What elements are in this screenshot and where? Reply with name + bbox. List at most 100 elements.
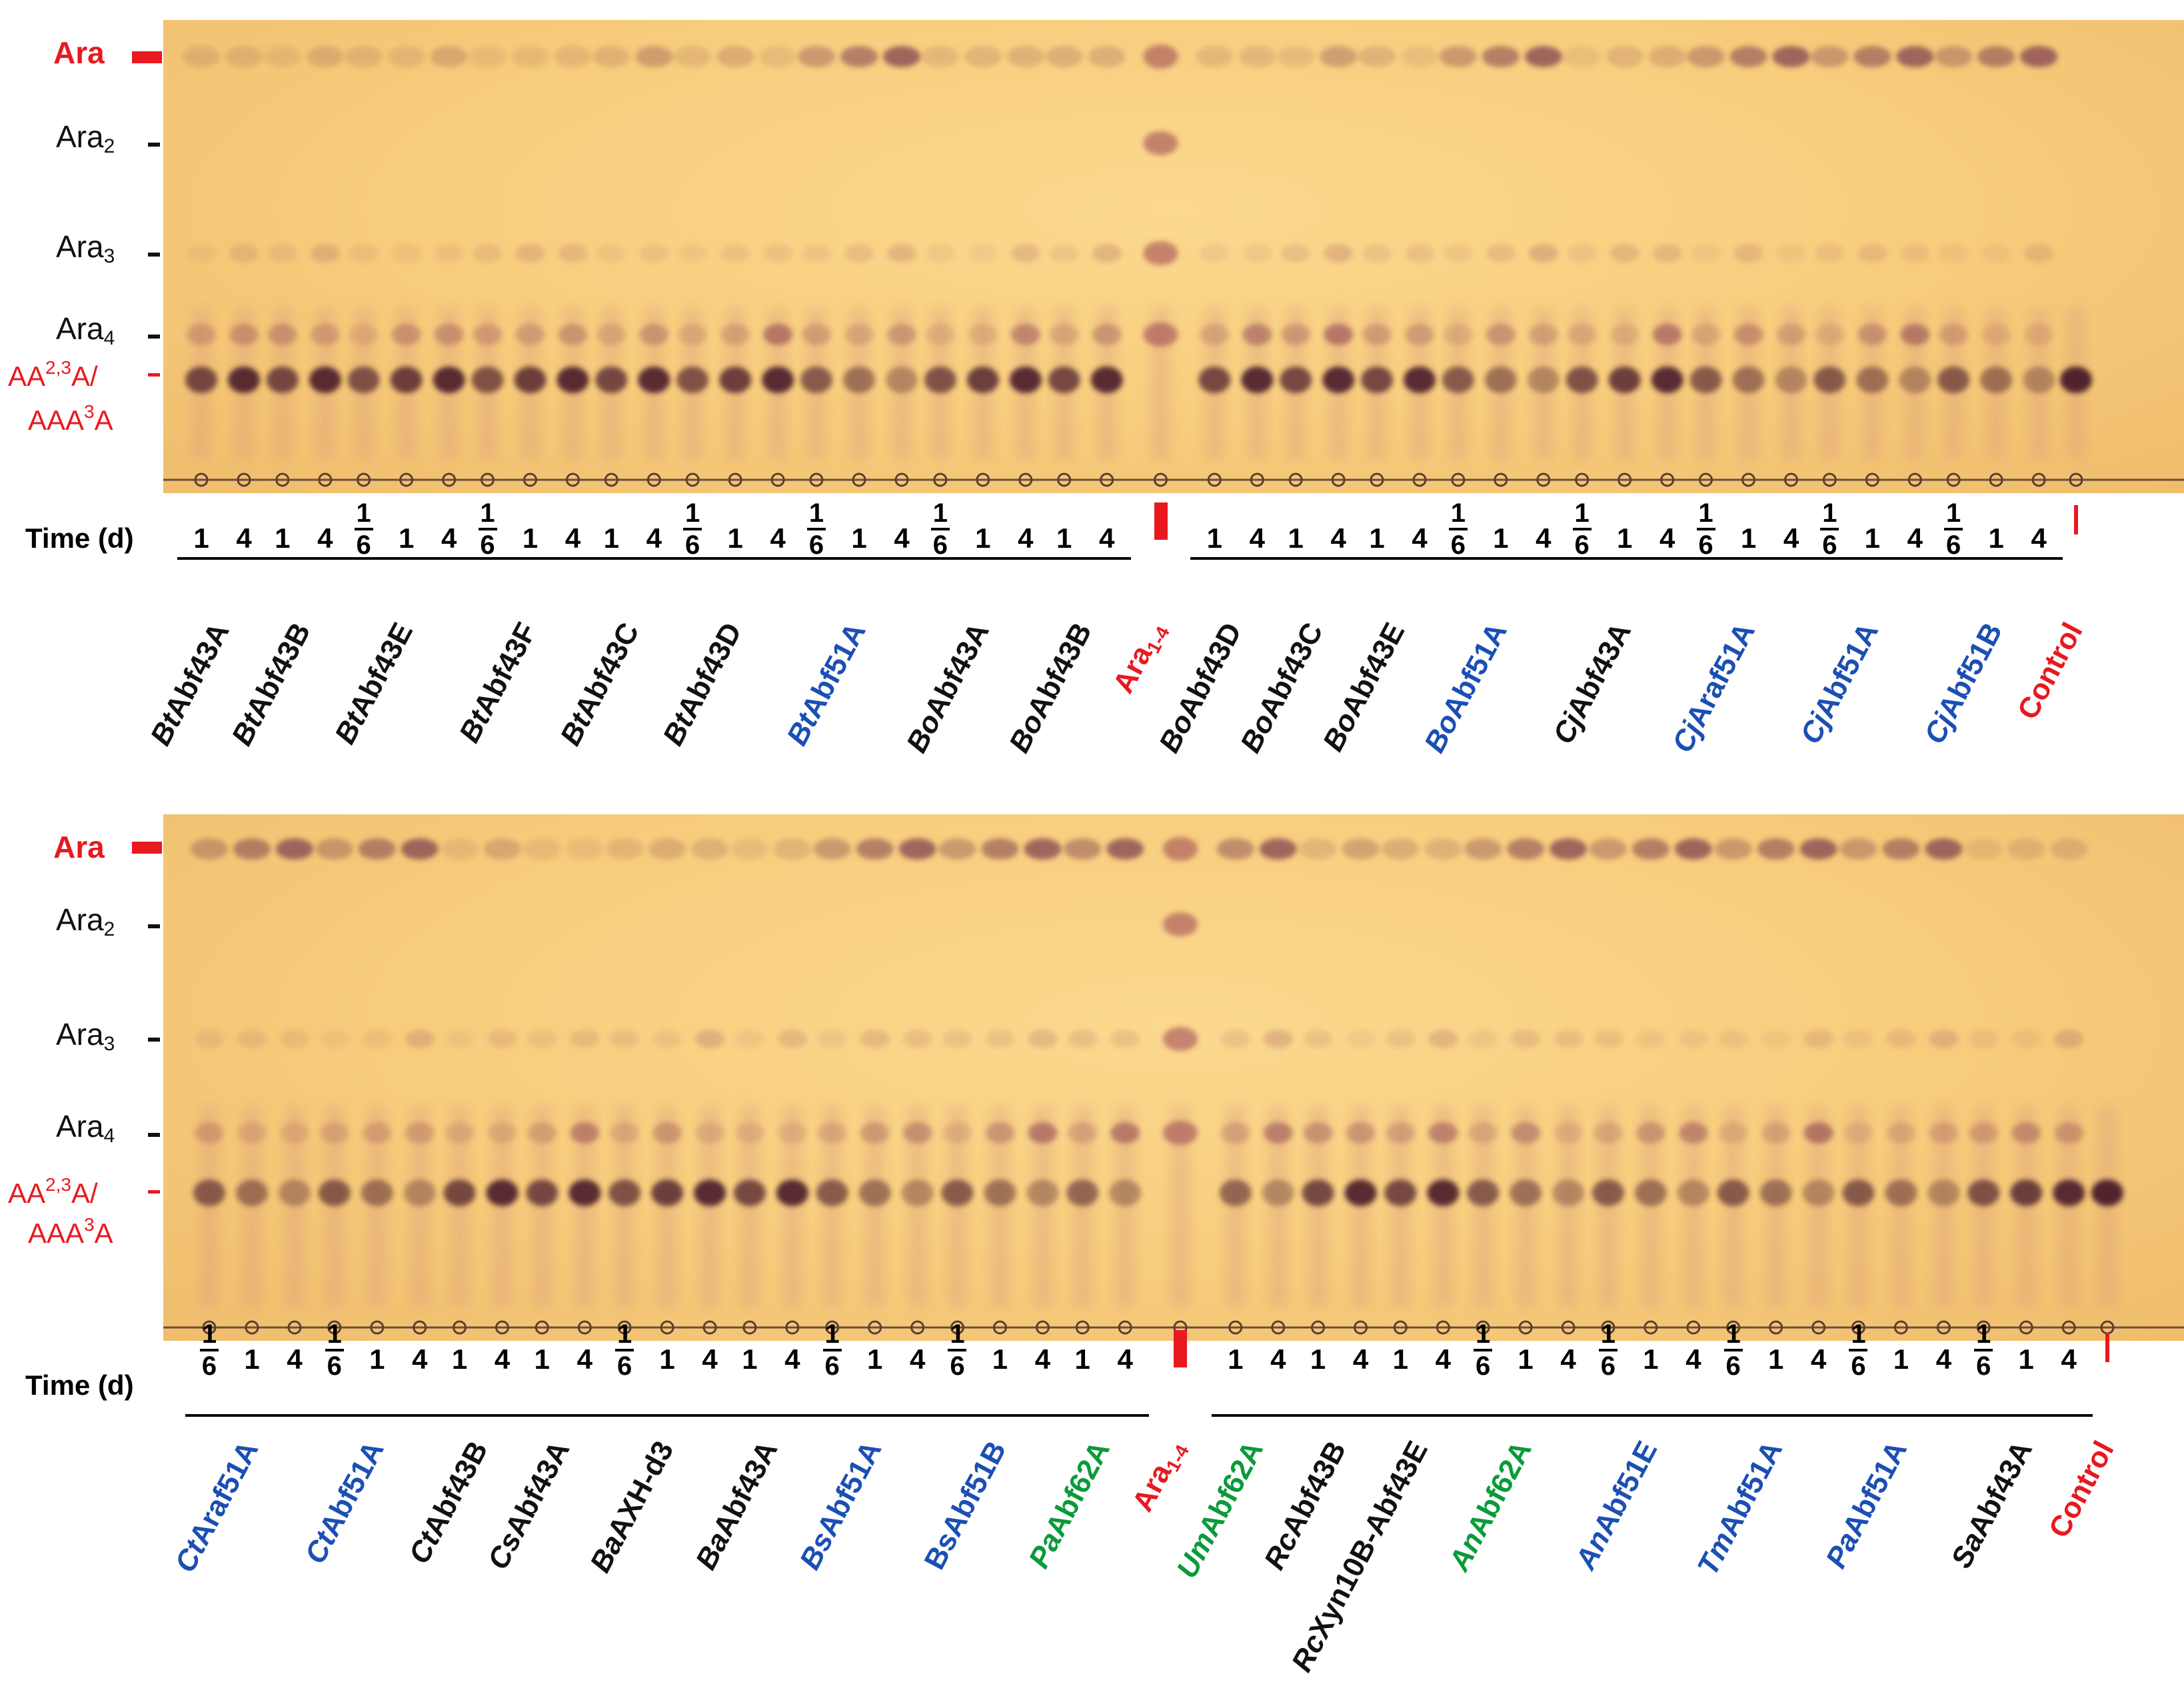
time-denominator: 6 bbox=[480, 530, 495, 560]
spot-substrate bbox=[651, 1180, 684, 1206]
origin-spot bbox=[1618, 472, 1632, 487]
spot-ara4 bbox=[1386, 1122, 1416, 1144]
spot-ara3 bbox=[1143, 241, 1178, 265]
lane bbox=[730, 838, 768, 1335]
lane bbox=[1216, 838, 1254, 1335]
time-numerator: 1 bbox=[1851, 1319, 1866, 1349]
spot-ara3 bbox=[1900, 244, 1930, 263]
enzyme-label: PaAbf62A bbox=[1022, 1436, 1117, 1574]
spot-ara3 bbox=[1068, 1030, 1098, 1048]
lane bbox=[1024, 838, 1062, 1335]
spot-ara3 bbox=[844, 244, 874, 263]
tlc-lanes-top bbox=[163, 45, 2184, 487]
origin-spot bbox=[1893, 1320, 1908, 1335]
spot-ara bbox=[1482, 46, 1520, 67]
time-numerator: 1 bbox=[1574, 498, 1590, 528]
spot-ara bbox=[1853, 46, 1891, 67]
lane bbox=[1299, 838, 1337, 1335]
spot-ara3 bbox=[695, 1030, 725, 1048]
time-value: 4 bbox=[784, 1343, 800, 1375]
spot-ara3 bbox=[1886, 1030, 1916, 1048]
spot-ara3 bbox=[1803, 1030, 1833, 1048]
band-label-ara4: Ara4 bbox=[56, 311, 115, 349]
time-value: 1 bbox=[1056, 522, 1072, 554]
spot-ara bbox=[1106, 838, 1144, 860]
time-value: 1 bbox=[742, 1343, 758, 1375]
spot-ara bbox=[225, 46, 263, 67]
spot-ara bbox=[566, 838, 604, 860]
spot-substrate bbox=[1967, 1180, 2000, 1206]
enzyme-label: CsAbf43A bbox=[482, 1436, 577, 1575]
spot-ara3 bbox=[1010, 244, 1040, 263]
lane bbox=[1977, 46, 2015, 487]
spot-ara4 bbox=[720, 324, 750, 345]
spot-ara3 bbox=[1652, 244, 1682, 263]
spot-ara3 bbox=[515, 244, 545, 263]
spot-ara3 bbox=[1386, 1030, 1416, 1048]
time-denominator: 6 bbox=[808, 530, 824, 560]
group-underline bbox=[1376, 1414, 1468, 1417]
spot-ara4 bbox=[267, 324, 297, 345]
spot-ara4 bbox=[280, 1122, 309, 1144]
origin-spot bbox=[910, 1320, 925, 1335]
lane bbox=[1143, 45, 1178, 487]
origin-spot bbox=[194, 472, 209, 487]
spot-substrate bbox=[1592, 1180, 1624, 1206]
band-label-ara: Ara bbox=[53, 35, 105, 70]
lane bbox=[1106, 838, 1144, 1335]
spot-ara4 bbox=[1636, 1122, 1665, 1144]
spot-ara3 bbox=[1733, 244, 1763, 263]
spot-substrate bbox=[1219, 1180, 1252, 1206]
spot-ara bbox=[1259, 838, 1297, 860]
origin-spot bbox=[1311, 1320, 1326, 1335]
spot-ara3 bbox=[310, 244, 340, 263]
spot-ara3 bbox=[1511, 1030, 1541, 1048]
spot-ara4 bbox=[968, 324, 998, 345]
lane bbox=[1882, 838, 1920, 1335]
spot-substrate bbox=[608, 1180, 641, 1206]
spot-ara bbox=[635, 46, 673, 67]
lane bbox=[1674, 838, 1712, 1335]
spot-ara3 bbox=[596, 244, 626, 263]
lane bbox=[1277, 46, 1315, 487]
lane bbox=[964, 46, 1002, 487]
spot-ara4 bbox=[942, 1122, 972, 1144]
origin-spot bbox=[604, 472, 618, 487]
spot-ara3 bbox=[527, 1030, 557, 1048]
spot-ara bbox=[1320, 46, 1358, 67]
spot-ara3 bbox=[2011, 1030, 2041, 1048]
origin-spot bbox=[1494, 472, 1508, 487]
spot-substrate bbox=[1384, 1180, 1417, 1206]
spot-substrate bbox=[843, 367, 875, 393]
origin-spot bbox=[1575, 472, 1590, 487]
time-label-bottom: Time (d) bbox=[25, 1369, 134, 1401]
spot-ara bbox=[469, 46, 507, 67]
fraction-bar bbox=[1696, 528, 1715, 530]
spot-ara bbox=[1064, 838, 1102, 860]
spot-ara4 bbox=[434, 324, 464, 345]
origin-spot bbox=[1331, 472, 1346, 487]
origin-spot bbox=[202, 1320, 217, 1335]
time-value: 4 bbox=[576, 1343, 592, 1375]
spot-substrate bbox=[1280, 367, 1312, 393]
lane bbox=[1163, 837, 1198, 1335]
origin-spot bbox=[852, 472, 866, 487]
spot-ara bbox=[1196, 46, 1234, 67]
time-denominator: 6 bbox=[824, 1351, 840, 1381]
time-value: 1 bbox=[244, 1343, 260, 1375]
spot-ara3 bbox=[887, 244, 916, 263]
time-numerator: 1 bbox=[950, 1319, 965, 1349]
spot-ara3 bbox=[763, 244, 793, 263]
lane bbox=[856, 838, 894, 1335]
time-value: 4 bbox=[1907, 522, 1923, 554]
spot-substrate bbox=[1510, 1180, 1542, 1206]
band-label-ara2: Ara2 bbox=[56, 119, 115, 157]
band-label-aa-line1-2: AA2,3A/ bbox=[8, 1174, 98, 1209]
spot-ara4 bbox=[985, 1122, 1015, 1144]
fraction-bar bbox=[930, 528, 950, 530]
spot-ara bbox=[981, 838, 1019, 860]
lane bbox=[921, 46, 959, 487]
